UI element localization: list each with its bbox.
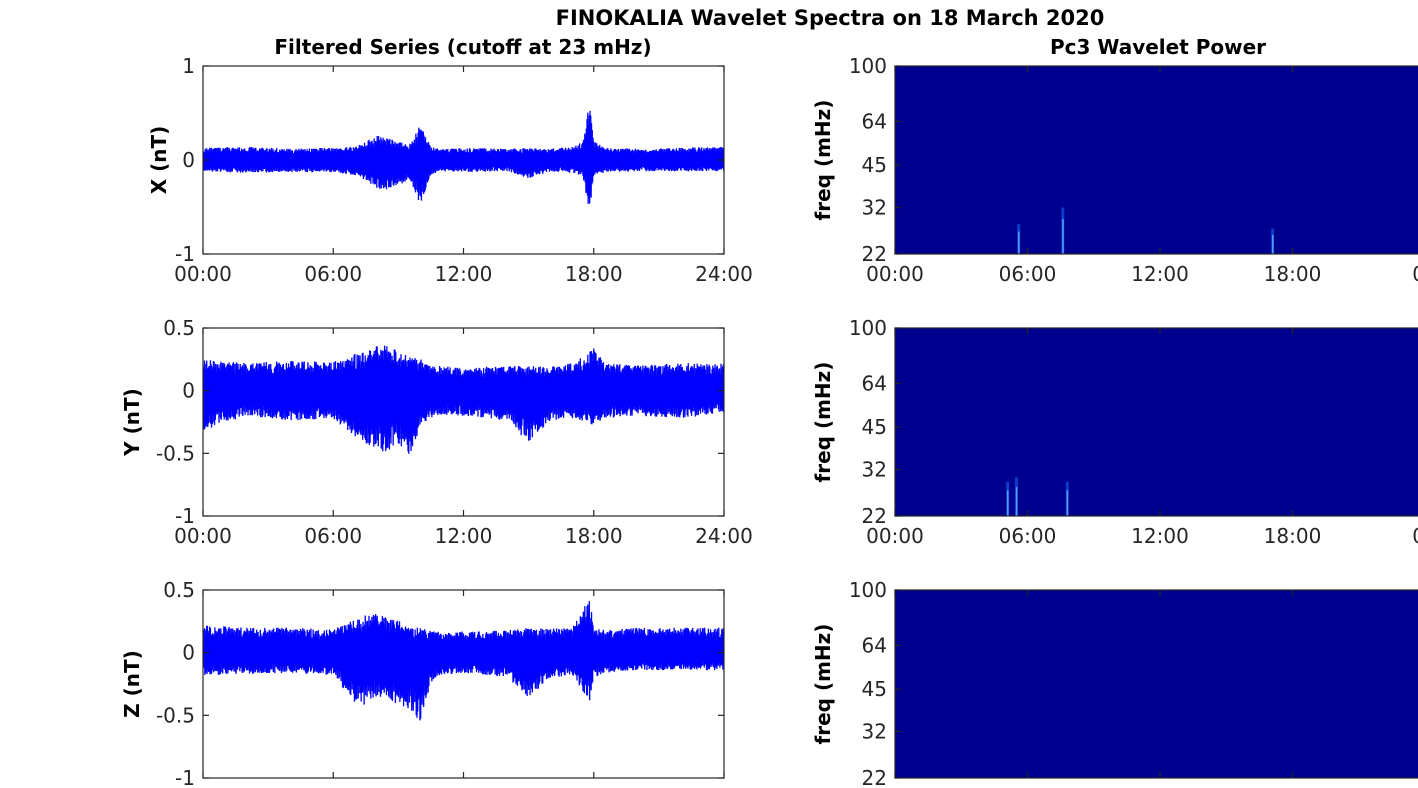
series-line xyxy=(203,110,724,204)
y-tick-label: 32 xyxy=(862,719,887,743)
y-tick-label: 64 xyxy=(862,371,887,395)
y-tick-label: 0.5 xyxy=(163,316,195,340)
y-axis-label: X (nT) xyxy=(147,126,171,195)
y-tick-label: -1 xyxy=(175,766,195,788)
spectrum-feature xyxy=(1018,231,1020,254)
series-line xyxy=(203,601,724,721)
y-tick-label: 45 xyxy=(862,153,887,177)
y-tick-label: 100 xyxy=(849,316,887,340)
x-tick-label: 12:00 xyxy=(435,524,493,548)
x-tick-label: 24:00 xyxy=(695,524,753,548)
y-axis-label: freq (mHz) xyxy=(811,100,835,221)
y-tick-label: 0 xyxy=(182,148,195,172)
y-tick-label: 45 xyxy=(862,677,887,701)
y-tick-label: 45 xyxy=(862,415,887,439)
x-tick-label: 12:00 xyxy=(1131,262,1189,286)
x-tick-label: 00:00 xyxy=(174,262,232,286)
spectrum-background xyxy=(895,590,1418,778)
left-column-title: Filtered Series (cutoff at 23 mHz) xyxy=(274,35,651,59)
y-tick-label: 32 xyxy=(862,457,887,481)
y-tick-label: -1 xyxy=(175,242,195,266)
x-tick-label: 06:00 xyxy=(999,262,1057,286)
x-tick-label: 12:00 xyxy=(435,262,493,286)
spectrum-feature xyxy=(1007,490,1009,516)
y-tick-label: 0 xyxy=(182,641,195,665)
x-tick-label: 18:00 xyxy=(565,262,623,286)
panel-x-wavelet-power: 22 32 45 64 100 00:00 06:00 12:00 18:00 00 freq (m… xyxy=(811,54,1418,286)
spectrum-feature xyxy=(1062,219,1064,254)
y-tick-label: 0 xyxy=(182,379,195,403)
spectrum-feature xyxy=(1015,487,1018,516)
y-tick-label: 64 xyxy=(862,633,887,657)
panel-y: -1 -0.5 0 0.5 00:00 06:00 12:00 18:00 24:00 Y (nT… xyxy=(120,316,753,548)
y-axis-label: freq (mHz) xyxy=(811,624,835,745)
series-line xyxy=(203,345,724,454)
panel-z: -1 -0.5 0 0.5 Z (nT) xyxy=(120,578,725,788)
spectrum-features xyxy=(1006,477,1069,516)
spectrum-feature xyxy=(1066,490,1069,516)
x-tick-label: 00 xyxy=(1412,524,1418,548)
y-tick-label: 22 xyxy=(862,766,887,788)
x-tick-label: 18:00 xyxy=(1264,262,1322,286)
right-column-title: Pc3 Wavelet Power xyxy=(1050,35,1266,59)
x-tick-label: 00:00 xyxy=(174,524,232,548)
y-tick-label: 22 xyxy=(862,242,887,266)
y-tick-label: 64 xyxy=(862,109,887,133)
panel-z-wavelet-power: 22 32 45 64 100 freq (mHz) xyxy=(811,578,1418,788)
plot-background xyxy=(203,590,724,778)
plot-background xyxy=(203,328,724,516)
x-tick-label: 00:00 xyxy=(866,262,924,286)
y-tick-label: 32 xyxy=(862,195,887,219)
x-tick-label: 06:00 xyxy=(304,524,362,548)
spectrum-background xyxy=(895,328,1418,516)
x-tick-label: 18:00 xyxy=(1264,524,1322,548)
y-tick-label: 100 xyxy=(849,578,887,602)
panel-y-wavelet-power: 22 32 45 64 100 00:00 06:00 12:00 18:00 00 freq (m… xyxy=(811,316,1418,548)
panel-x: -1 0 1 00:00 06:00 12:00 18:00 24:00 X (nT) xyxy=(147,54,753,286)
x-tick-label: 06:00 xyxy=(999,524,1057,548)
y-tick-label: 100 xyxy=(849,54,887,78)
spectrum-feature xyxy=(1272,234,1274,254)
y-tick-label: -0.5 xyxy=(156,441,195,465)
y-tick-label: 0.5 xyxy=(163,578,195,602)
x-tick-label: 24:00 xyxy=(695,262,753,286)
y-tick-label: -1 xyxy=(175,504,195,528)
y-tick-label: 1 xyxy=(182,54,195,78)
y-axis-label: freq (mHz) xyxy=(811,362,835,483)
spectrum-features xyxy=(1017,207,1275,254)
y-axis-label: Y (nT) xyxy=(120,388,144,457)
y-tick-label: 22 xyxy=(862,504,887,528)
x-tick-label: 18:00 xyxy=(565,524,623,548)
figure-title: FINOKALIA Wavelet Spectra on 18 March 20… xyxy=(556,6,1105,30)
x-tick-label: 12:00 xyxy=(1131,524,1189,548)
x-tick-label: 00:00 xyxy=(866,524,924,548)
y-tick-label: -0.5 xyxy=(156,703,195,727)
x-tick-label: 06:00 xyxy=(304,262,362,286)
y-axis-label: Z (nT) xyxy=(120,650,144,718)
x-tick-label: 00 xyxy=(1412,262,1418,286)
spectrum-background xyxy=(895,66,1418,254)
